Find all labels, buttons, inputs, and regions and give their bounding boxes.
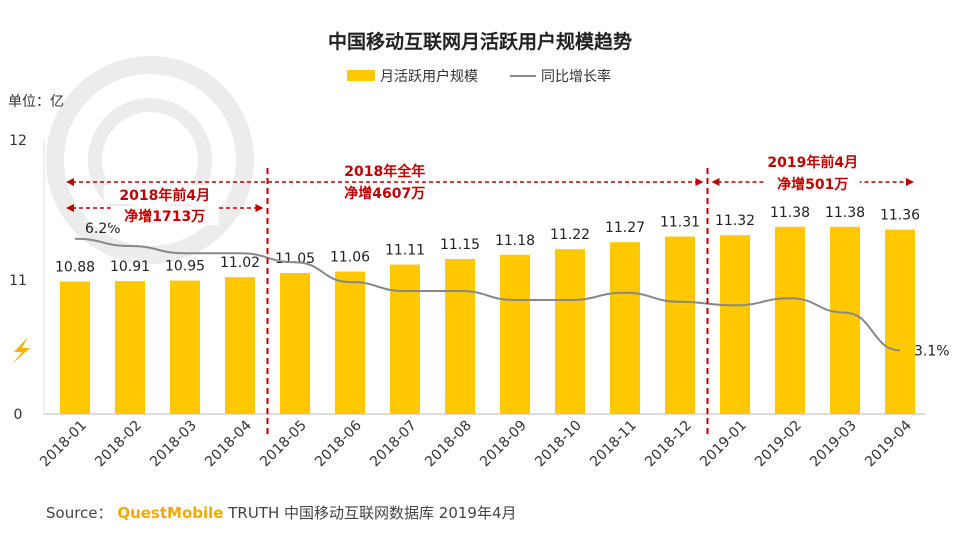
annotation-text-bg [103,185,226,204]
x-tick-label: 2018-08 [422,418,475,471]
source-prefix: Source： [46,504,113,522]
period-separators [266,168,709,438]
x-tick-label: 2018-04 [202,417,255,470]
x-tick-label: 2019-03 [807,418,860,471]
bar [445,259,475,414]
annotation-text: 2019年前4月 [767,154,858,171]
source-brand: QuestMobile [117,504,223,522]
bar [720,235,750,414]
annotation-text-bg [330,183,439,202]
bar-value-label: 11.31 [660,215,700,231]
growth-line-series: 6.2%3.1% [74,221,950,359]
bar-value-label: 10.91 [110,259,150,275]
annotation-text: 净增4607万 [344,185,425,202]
axis-break-icon [12,337,30,364]
x-tick-label: 2018-02 [92,418,145,471]
x-axis-tick-labels: 2018-01 2018-02 2018-03 2018-04 2018-05 2018-… [37,417,915,470]
bar-value-label: 11.15 [440,237,480,253]
x-tick-label: 2018-11 [587,418,640,471]
bar [280,273,310,414]
bar [555,249,585,414]
annotation-arrow-right-icon [695,178,704,186]
x-tick-label: 2018-10 [532,418,585,471]
legend: 月活跃用户规模 同比增长率 [347,68,611,85]
source-line: Source： QuestMobile TRUTH 中国移动互联网数据库 201… [46,504,517,522]
x-tick-label: 2019-01 [697,418,750,471]
bar-series [60,226,915,414]
annotation-text: 2018年全年 [344,163,425,180]
bar [225,277,255,414]
x-tick-label: 2018-01 [37,418,90,471]
x-tick-label: 2018-06 [312,417,365,470]
annotation-text: 净增501万 [777,176,848,193]
unit-label: 单位：亿 [8,94,64,110]
x-tick-label: 2019-02 [752,418,805,471]
annotation-arrow-left-icon [66,204,74,212]
chart-title: 中国移动互联网月活跃用户规模趋势 [328,30,632,53]
x-tick-label: 2018-03 [147,418,200,471]
bar [390,264,420,414]
watermark-logo [46,56,254,264]
annotation-arrow-left-icon [711,178,720,186]
source-rest: TRUTH 中国移动互联网数据库 2019年4月 [227,504,516,522]
bar-value-label: 10.95 [165,259,205,275]
bar [500,254,530,414]
bar [665,236,695,414]
annotation-text: 2018年前4月 [119,187,210,204]
bar-value-label: 11.36 [880,208,920,224]
x-tick-label: 2019-04 [862,417,915,470]
y-tick-label: 0 [14,407,23,423]
y-tick-label: 12 [9,133,27,149]
bar-value-label: 11.18 [495,233,535,249]
y-axis-ticks: 12 11 0 [9,133,27,423]
bar-value-label: 11.22 [550,227,590,243]
bar [885,229,915,414]
bar [830,226,860,414]
annotation-text-bg [330,161,439,180]
bar [335,271,365,414]
annotation-arrow-right-icon [906,178,914,186]
bar [115,281,145,414]
bar [60,281,90,414]
bar [775,226,805,414]
bar-value-labels: 10.88 10.91 10.95 11.02 11.05 11.06 11.11 11.15… [55,205,920,276]
y-tick-label: 11 [9,273,27,289]
bar-value-label: 11.06 [330,250,370,266]
bar-value-label: 10.88 [55,259,95,275]
bar-value-label: 11.32 [715,213,755,229]
legend-line-label: 同比增长率 [541,68,611,85]
annotation-arrow-left-icon [66,178,74,186]
x-tick-label: 2018-05 [257,418,310,471]
annotation-text: 净增1713万 [124,208,205,225]
bar-value-label: 11.11 [385,243,425,259]
x-tick-label: 2018-07 [367,418,420,471]
annotation-text-bg [751,152,874,171]
x-tick-label: 2018-09 [477,418,530,471]
bar [170,280,200,414]
annotation-text-bg [765,174,860,193]
growth-line [74,237,901,352]
legend-bar-label: 月活跃用户规模 [380,68,478,85]
bar-value-label: 11.27 [605,220,645,236]
growth-rate-label: 3.1% [914,343,950,359]
bar-value-label: 11.02 [220,255,260,271]
annotation-arrow-right-icon [255,204,264,212]
annotation-text-bg [110,206,219,225]
x-tick-label: 2018-12 [642,418,695,471]
legend-bar-swatch [347,70,375,81]
bar [610,242,640,414]
bar-value-label: 11.38 [825,205,865,221]
bar-value-label: 11.38 [770,205,810,221]
